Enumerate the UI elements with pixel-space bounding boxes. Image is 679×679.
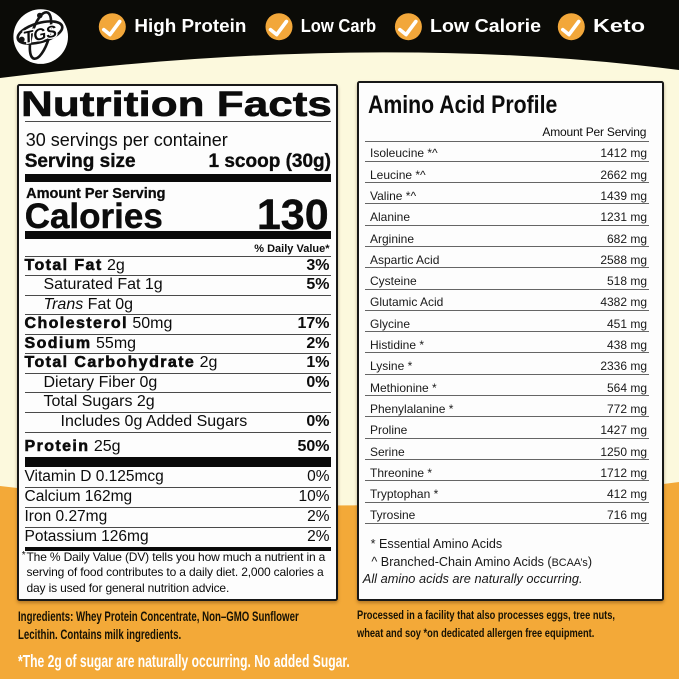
svg-text:High Protein: High Protein (134, 16, 246, 36)
svg-text:Low Calorie: Low Calorie (430, 16, 541, 36)
svg-text:Keto: Keto (593, 16, 645, 36)
svg-text:Low Carb: Low Carb (301, 16, 377, 36)
